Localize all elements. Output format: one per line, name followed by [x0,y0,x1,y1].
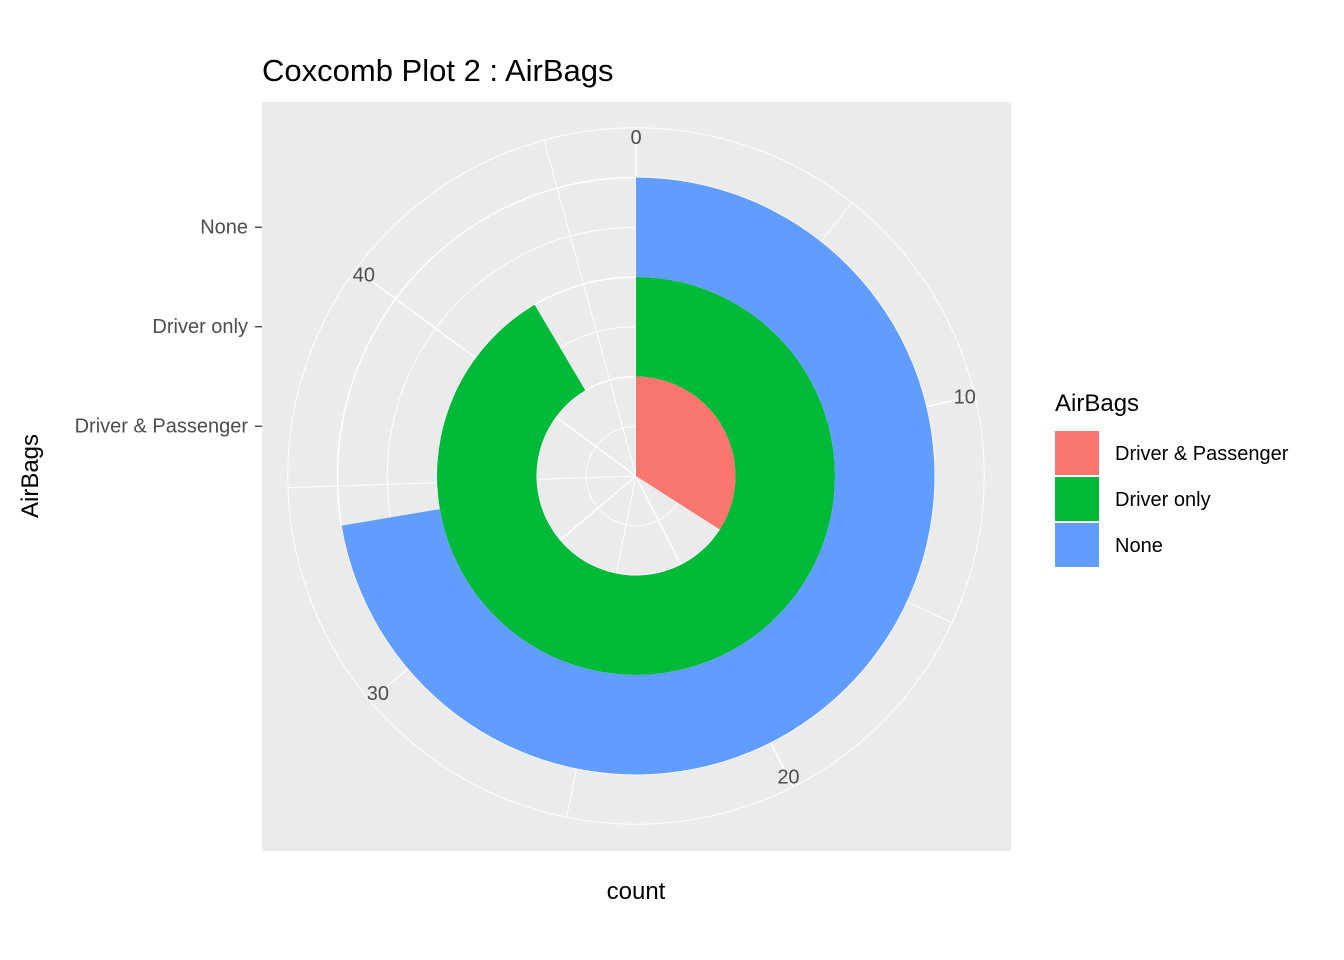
angle-tick-labels: 0 10 20 30 40 [353,127,976,789]
legend-swatch-driver-only [1055,477,1099,521]
count-tick-label: 40 [353,265,375,287]
x-axis-title: count [607,878,666,905]
radial-axis: Driver & Passenger Driver only None [75,216,262,437]
legend-label-driver-only: Driver only [1115,489,1211,511]
legend-label-driver-and-passenger: Driver & Passenger [1115,443,1289,465]
count-tick-label: 0 [630,127,641,149]
bar-driver-only [437,277,835,675]
category-tick-label: Driver & Passenger [75,415,249,437]
bar-driver-and-passenger [636,376,736,530]
legend-swatch-driver-and-passenger [1055,431,1099,475]
grid-spoke [543,140,637,477]
legend: AirBags Driver & Passenger Driver only Non… [1055,390,1289,567]
chart-title: Coxcomb Plot 2 : AirBags [262,53,614,88]
legend-title: AirBags [1055,390,1139,417]
bar-none [341,177,935,775]
count-tick-label: 20 [777,767,799,789]
bars-layer [341,177,935,775]
count-tick-label: 10 [954,387,976,409]
category-tick-label: None [200,216,248,238]
legend-label-none: None [1115,535,1163,557]
category-tick-label: Driver only [152,316,248,338]
y-axis-title: AirBags [17,434,44,518]
legend-swatch-none [1055,523,1099,567]
count-tick-label: 30 [367,683,389,705]
